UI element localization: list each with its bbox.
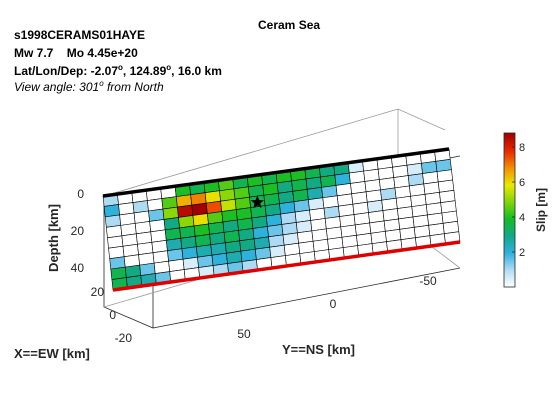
view-angle-suffix: from North [103,80,164,94]
fault-edges [102,147,461,292]
colorbar-tick-label: 8 [519,142,525,154]
degree-mark: o [166,63,172,72]
ns-tick-label: -50 [419,274,437,288]
depth-text: , 16.0 km [171,64,222,78]
ns-tick-label: 50 [237,327,251,341]
lat-text: Lat/Lon/Dep: -2.07 [14,64,119,78]
ew-axis-label: X==EW [km] [14,346,90,361]
degree-mark: o [99,79,104,88]
mw-value: Mw 7.7 [14,46,54,60]
ew-tick-label: 20 [91,285,105,299]
depth-tick-label: 0 [77,187,84,201]
depth-tick-label: 20 [71,224,85,238]
ew-tick-label: -20 [115,331,133,345]
colorbar-tick-label: 2 [519,247,525,259]
ew-tick-label: 0 [109,308,116,322]
ns-axis: 50 0 -50 Y==NS [km] [237,274,437,357]
colorbar-label: Slip [m] [534,188,548,232]
ns-axis-label: Y==NS [km] [282,342,355,357]
chart-title: Ceram Sea [258,18,321,32]
colorbar-ticks: 2 4 6 8 [512,142,525,259]
hypocenter [250,195,264,209]
ew-axis: 20 0 -20 X==EW [km] [14,285,132,361]
location-line: Lat/Lon/Dep: -2.07o, 124.89o, 16.0 km [14,63,222,79]
colorbar-tick-label: 4 [519,212,525,224]
view-angle-text: View angle: 301 [14,80,100,94]
hypocenter-star [250,195,264,209]
ns-tick-label: 0 [330,297,337,311]
mo-value: Mo 4.45e+20 [66,46,138,60]
magnitude-line: Mw 7.7 Mo 4.45e+20 [14,46,138,60]
event-id: s1998CERAMS01HAYE [14,28,145,42]
view-angle-line: View angle: 301o from North [14,79,164,95]
depth-axis-label: Depth [km] [46,204,61,272]
slip-patch-grid [102,148,461,291]
colorbar: 2 4 6 8 Slip [m] [503,132,548,288]
depth-tick-label: 40 [71,261,85,275]
colorbar-gradient [503,132,516,288]
lon-text: , 124.89 [122,64,167,78]
colorbar-tick-label: 6 [519,177,525,189]
fault-bottom-edge [112,240,461,292]
degree-mark: o [118,63,123,72]
fault-top-edge [102,147,450,198]
depth-axis: 0 20 40 Depth [km] [46,187,84,275]
